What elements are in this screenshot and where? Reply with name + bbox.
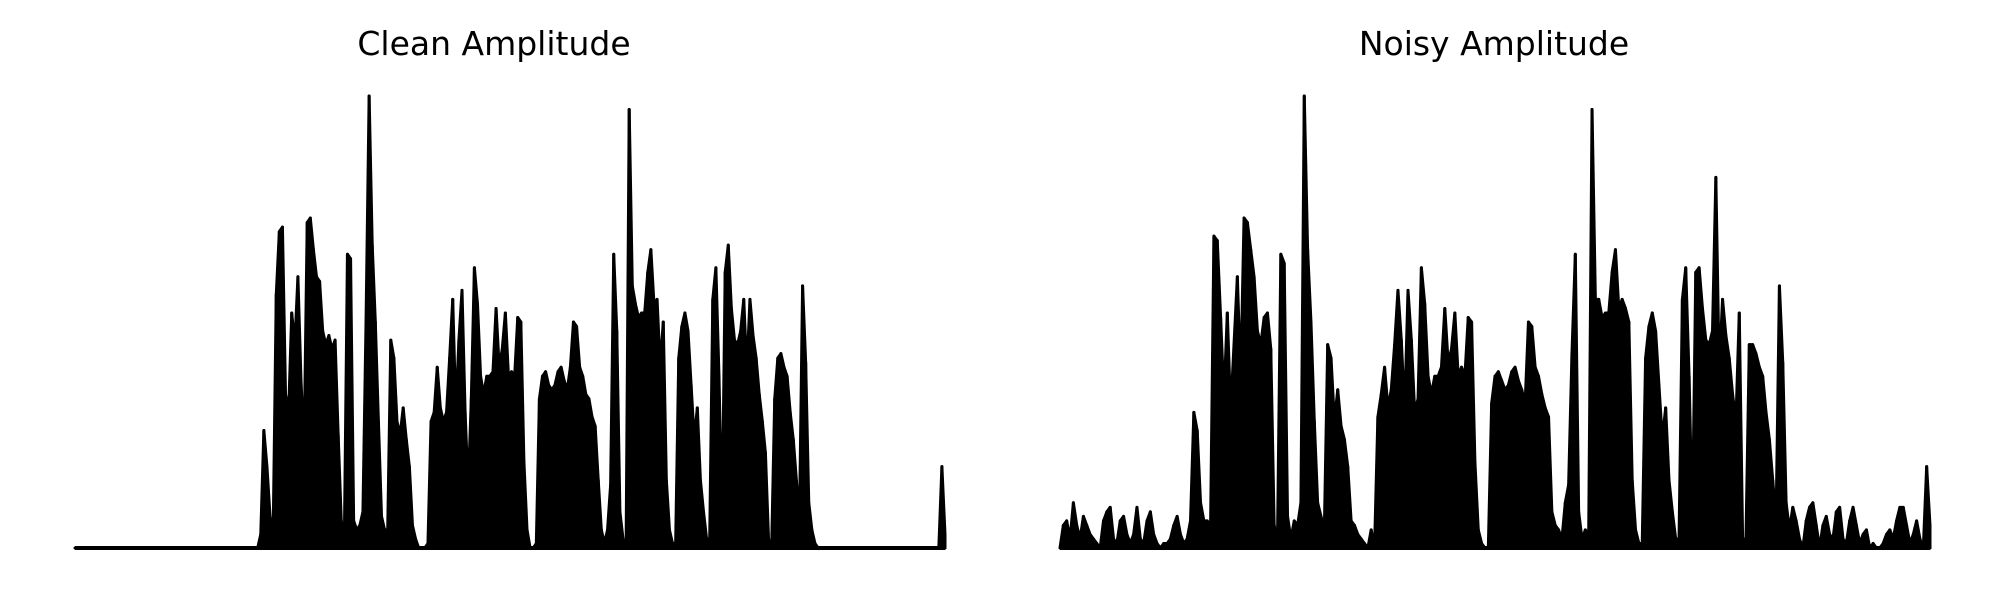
noisy-amplitude-chart xyxy=(1000,0,2000,600)
amplitude-area xyxy=(75,96,945,548)
clean-amplitude-panel: Clean Amplitude xyxy=(0,0,1000,600)
noisy-amplitude-panel: Noisy Amplitude xyxy=(1000,0,2000,600)
clean-amplitude-chart xyxy=(0,0,1000,600)
